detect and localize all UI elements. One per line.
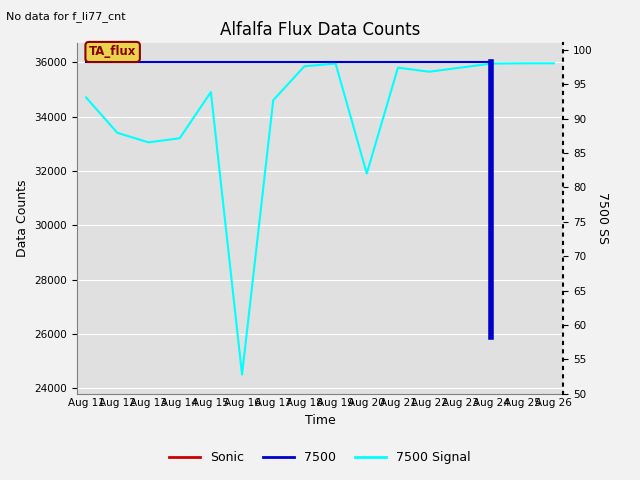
Text: TA_flux: TA_flux bbox=[89, 46, 136, 59]
Title: Alfalfa Flux Data Counts: Alfalfa Flux Data Counts bbox=[220, 21, 420, 39]
Legend: Sonic, 7500, 7500 Signal: Sonic, 7500, 7500 Signal bbox=[164, 446, 476, 469]
Y-axis label: Data Counts: Data Counts bbox=[16, 180, 29, 257]
Y-axis label: 7500 SS: 7500 SS bbox=[596, 192, 609, 244]
X-axis label: Time: Time bbox=[305, 414, 335, 427]
Text: No data for f_li77_cnt: No data for f_li77_cnt bbox=[6, 11, 126, 22]
